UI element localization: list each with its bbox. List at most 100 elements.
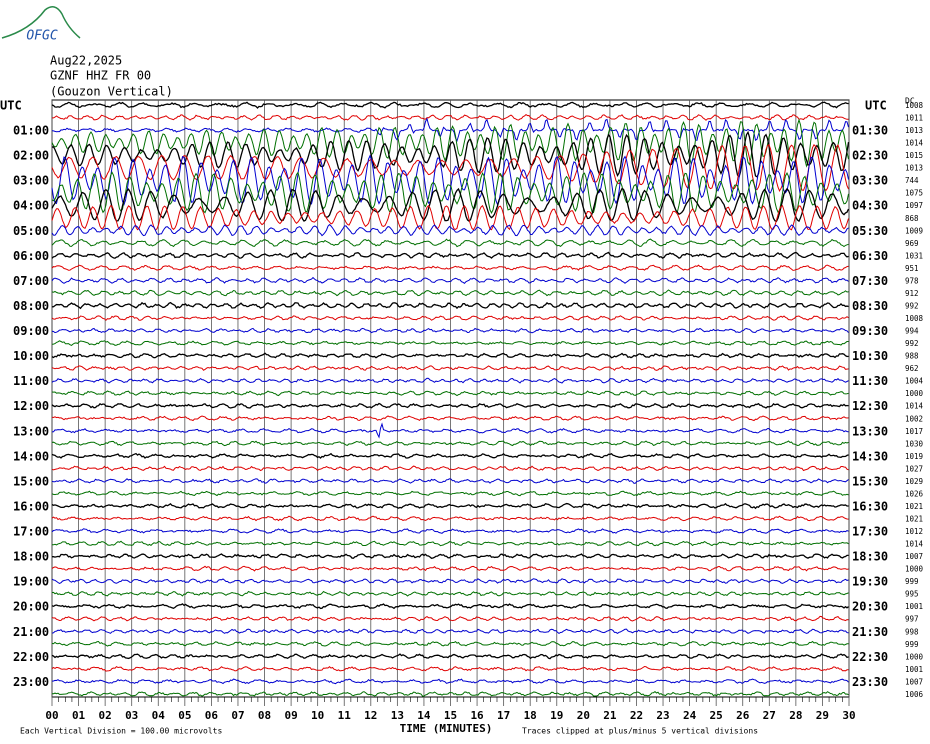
trace <box>51 117 849 143</box>
left-time-label: 15:00 <box>13 474 49 488</box>
x-tick-label: 15 <box>444 709 457 722</box>
x-tick-label: 01 <box>72 709 86 722</box>
x-axis-label: TIME (MINUTES) <box>400 722 493 735</box>
right-time-label: 04:30 <box>852 199 888 213</box>
x-tick-label: 14 <box>417 709 431 722</box>
trace <box>51 528 849 534</box>
right-time-label: 03:30 <box>852 174 888 188</box>
dc-title: DC <box>905 97 915 106</box>
left-time-label: 07:00 <box>13 274 49 288</box>
right-time-label: 21:30 <box>852 625 888 639</box>
x-tick-label: 28 <box>789 709 802 722</box>
trace <box>51 276 849 284</box>
trace <box>51 352 849 359</box>
dc-value: 1013 <box>905 126 923 135</box>
left-time-label: 06:00 <box>13 249 49 263</box>
dc-value: 1014 <box>905 402 924 411</box>
x-tick-label: 19 <box>550 709 563 722</box>
dc-value: 1001 <box>905 602 923 611</box>
header-station: GZNF HHZ FR 00 <box>50 69 151 83</box>
trace <box>51 590 849 597</box>
trace <box>52 553 849 559</box>
x-tick-label: 12 <box>364 709 377 722</box>
right-time-label: 22:30 <box>852 650 888 664</box>
x-tick-label: 22 <box>630 709 643 722</box>
trace <box>51 415 849 422</box>
trace <box>51 251 849 260</box>
trace <box>52 690 849 697</box>
trace <box>51 365 849 371</box>
trace <box>51 301 849 310</box>
dc-value: 1002 <box>905 414 923 423</box>
left-time-label: 21:00 <box>13 625 49 639</box>
footer-clip: Traces clipped at plus/minus 5 vertical … <box>522 727 758 736</box>
dc-value: 999 <box>905 577 919 586</box>
dc-value: 1007 <box>905 677 923 686</box>
right-time-label: 19:30 <box>852 575 888 589</box>
x-tick-label: 10 <box>311 709 324 722</box>
dc-value: 1030 <box>905 439 924 448</box>
right-time-label: 05:30 <box>852 224 888 238</box>
dc-value: 978 <box>905 276 919 285</box>
left-time-label: 10:00 <box>13 349 49 363</box>
dc-value: 1021 <box>905 514 923 523</box>
trace <box>51 238 849 248</box>
dc-value: 998 <box>905 627 919 636</box>
dc-value: 1097 <box>905 201 923 210</box>
trace <box>51 327 849 334</box>
dc-value: 1027 <box>905 464 923 473</box>
footer-scale: Each Vertical Division = 100.00 microvol… <box>20 727 222 736</box>
x-tick-label: 24 <box>683 709 697 722</box>
logo-text: OFGC <box>26 29 57 44</box>
x-tick-label: 13 <box>391 709 404 722</box>
x-tick-label: 27 <box>763 709 776 722</box>
dc-value: 997 <box>905 615 919 624</box>
x-tick-label: 23 <box>656 709 669 722</box>
right-time-label: 07:30 <box>852 274 888 288</box>
right-time-label: 13:30 <box>852 424 888 438</box>
x-tick-label: 05 <box>178 709 191 722</box>
left-time-label: 17:00 <box>13 525 49 539</box>
left-time-label: 19:00 <box>13 575 49 589</box>
dc-value: 969 <box>905 239 919 248</box>
right-time-label: 16:30 <box>852 499 888 513</box>
right-time-label: 02:30 <box>852 149 888 163</box>
right-time-label: 17:30 <box>852 525 888 539</box>
trace <box>51 143 849 193</box>
left-title: UTC <box>0 99 22 113</box>
x-tick-label: 08 <box>258 709 271 722</box>
trace <box>51 154 849 206</box>
right-time-label: 15:30 <box>852 474 888 488</box>
trace <box>51 187 850 223</box>
dc-value: 1001 <box>905 665 923 674</box>
dc-value: 1026 <box>905 489 924 498</box>
dc-value: 988 <box>905 352 919 361</box>
trace <box>51 465 849 472</box>
trace <box>51 340 849 346</box>
x-tick-label: 03 <box>125 709 138 722</box>
trace <box>51 603 849 610</box>
dc-value: 1014 <box>905 540 924 549</box>
dc-value: 1006 <box>905 690 924 699</box>
trace <box>51 540 849 547</box>
left-time-label: 20:00 <box>13 600 49 614</box>
right-time-label: 01:30 <box>852 124 888 138</box>
right-title: UTC <box>865 99 887 113</box>
trace <box>51 578 849 584</box>
dc-value: 1011 <box>905 114 923 123</box>
left-time-label: 11:00 <box>13 374 49 388</box>
right-time-label: 14:30 <box>852 449 888 463</box>
x-tick-label: 17 <box>497 709 510 722</box>
right-time-label: 09:30 <box>852 324 888 338</box>
right-time-label: 23:30 <box>852 675 888 689</box>
dc-value: 1019 <box>905 452 923 461</box>
dc-value: 1029 <box>905 477 923 486</box>
trace <box>51 502 849 510</box>
trace <box>51 377 849 384</box>
left-time-label: 16:00 <box>13 499 49 513</box>
trace <box>51 478 849 484</box>
dc-value: 1000 <box>905 389 924 398</box>
trace <box>51 628 849 635</box>
dc-value: 1000 <box>905 652 924 661</box>
